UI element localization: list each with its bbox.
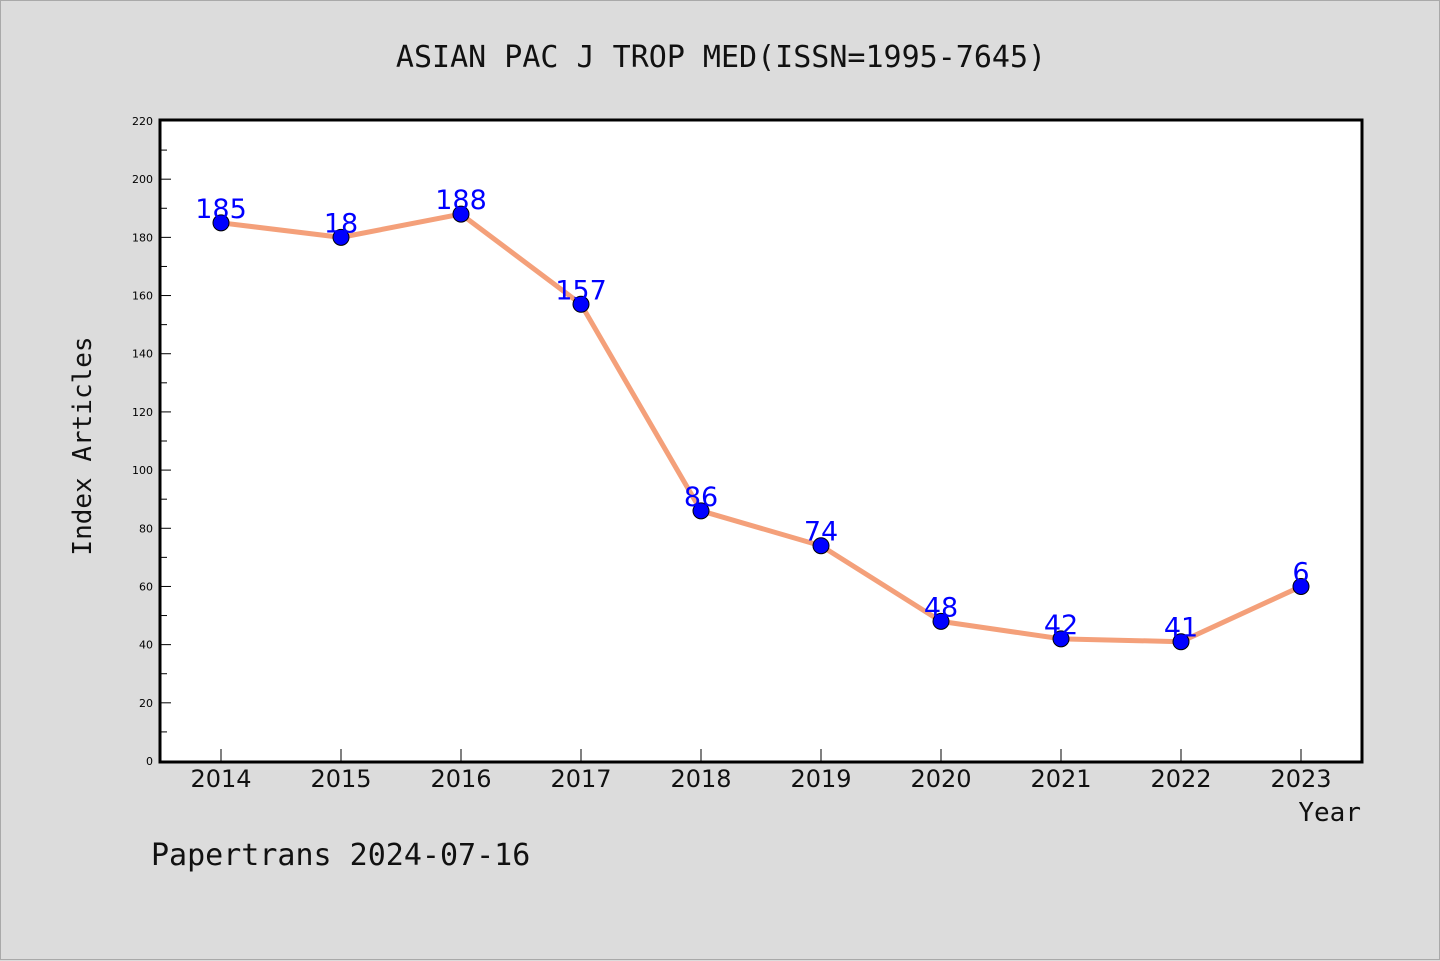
x-tick-label: 2014 [190,765,251,793]
y-tick-label: 20 [139,697,153,710]
data-point [932,612,950,630]
x-tick-label: 2016 [430,765,491,793]
data-point [572,295,590,313]
x-axis: 2014 2015 2016 2017 2018 2019 2020 2021 2022 2023 [190,749,1332,793]
y-tick-label: 40 [139,639,153,652]
y-tick-label: 140 [132,348,153,361]
data-point [692,502,710,520]
y-axis: 0 20 40 60 80 100 120 140 160 180 200 220 [132,115,171,768]
data-label: 6 [1292,557,1309,588]
y-tick-label: 100 [132,464,153,477]
data-point [1292,577,1310,595]
data-point [1052,630,1070,648]
y-tick-label: 120 [132,406,153,419]
plot-area [158,118,1364,764]
x-tick-label: 2015 [310,765,371,793]
y-tick-label: 220 [132,115,153,128]
data-label: 74 [804,517,838,548]
x-tick-label: 2017 [550,765,611,793]
data-label: 41 [1164,613,1198,644]
y-tick-label: 60 [139,580,153,593]
x-tick-label: 2021 [1030,765,1091,793]
x-tick-label: 2019 [790,765,851,793]
y-tick-label: 80 [139,522,153,535]
data-point [212,214,230,232]
data-label: 18 [324,208,358,239]
data-point [332,228,350,246]
y-tick-label: 0 [146,755,153,768]
footer-credit: Papertrans 2024-07-16 [151,838,530,873]
data-markers [212,205,1310,651]
data-label: 42 [1044,610,1078,641]
data-label: 86 [684,482,718,513]
x-tick-label: 2022 [1150,765,1211,793]
y-tick-label: 200 [132,173,153,186]
x-tick-label: 2018 [670,765,731,793]
data-label: 188 [435,185,487,216]
data-label: 157 [555,275,607,306]
series-line [220,211,1303,645]
x-tick-label: 2020 [910,765,971,793]
chart-title: ASIAN PAC J TROP MED(ISSN=1995-7645) [396,40,1046,75]
y-tick-label: 160 [132,290,153,303]
data-point [1172,633,1190,651]
data-label: 48 [924,592,958,623]
x-axis-label: Year [1298,798,1361,828]
data-point [452,205,470,223]
data-point [812,537,830,555]
y-axis-label: Index Articles [68,336,98,555]
y-tick-label: 180 [132,231,153,244]
data-labels: 185 18 188 157 86 74 48 42 41 6 [195,185,1309,644]
data-label: 185 [195,194,247,225]
x-tick-label: 2023 [1270,765,1331,793]
